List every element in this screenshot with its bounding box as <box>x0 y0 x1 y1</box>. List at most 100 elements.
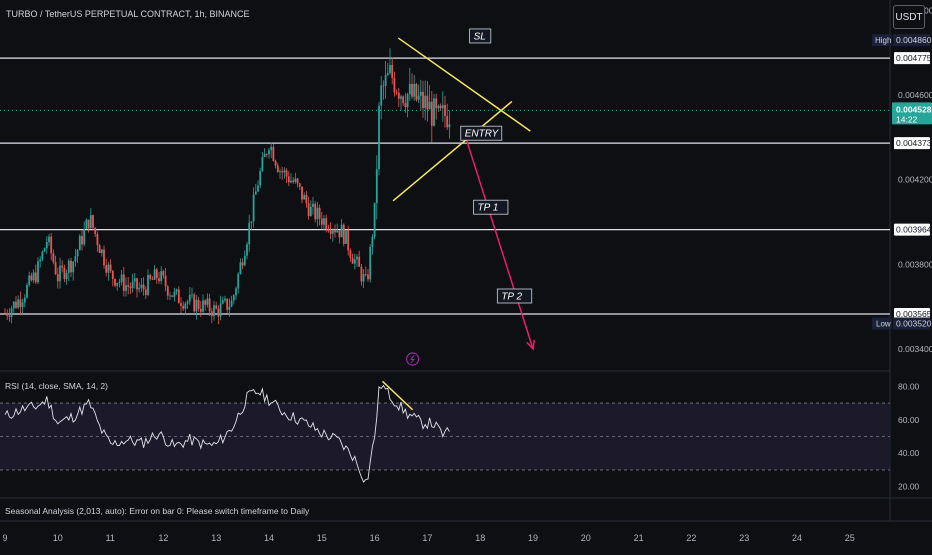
candle-body <box>144 289 147 295</box>
candle-body <box>314 203 317 220</box>
candle-body <box>336 230 339 233</box>
candle-body <box>393 77 396 93</box>
rsi-axis-tick-label: 20.00 <box>898 482 920 492</box>
candle-body <box>52 253 55 263</box>
candle-body <box>430 101 433 126</box>
candle-body <box>331 230 334 234</box>
candle-body <box>340 224 343 238</box>
high-badge-tag <box>872 34 892 47</box>
candle-body <box>59 265 61 282</box>
candle-body <box>296 178 299 184</box>
candle-body <box>45 241 48 249</box>
low-badge-tag <box>872 317 892 330</box>
candle-body <box>320 218 323 225</box>
candle-body <box>283 170 286 173</box>
candle-body <box>166 286 169 296</box>
rsi-label: RSI (14, close, SMA, 14, 2) <box>5 381 108 391</box>
candle-body <box>281 171 284 173</box>
candle-body <box>417 95 420 100</box>
candle-body <box>6 313 9 316</box>
candle-body <box>428 101 431 110</box>
candle-body <box>114 279 116 286</box>
candle-body <box>188 294 191 302</box>
candle-body <box>17 299 20 308</box>
currency-button[interactable]: USDT <box>893 5 925 29</box>
candle-body <box>261 156 264 171</box>
target-arrow-line[interactable] <box>463 132 534 350</box>
candle-body <box>39 259 42 262</box>
lightning-bolt-icon[interactable] <box>406 352 420 366</box>
time-axis-tick-label: 9 <box>3 533 8 543</box>
candle-body <box>109 264 112 271</box>
candle-body <box>158 278 160 282</box>
high-value-label: 0.004860 <box>896 35 932 45</box>
candle-body <box>400 96 402 99</box>
price-axis-tick-label: 0.003400 <box>898 344 932 354</box>
level-price-label: 0.004775 <box>896 53 932 63</box>
annotation-sl-box[interactable] <box>469 28 492 44</box>
candle-body <box>105 265 108 273</box>
candle-body <box>237 273 240 289</box>
candle-body <box>367 274 369 280</box>
candle-body <box>397 92 400 99</box>
candle-body <box>171 295 174 297</box>
time-axis-tick-label: 16 <box>370 533 380 543</box>
annotation-entry-box[interactable] <box>460 125 503 141</box>
candle-body <box>371 236 374 247</box>
candle-body <box>153 269 156 280</box>
candle-body <box>81 236 83 245</box>
candle-body <box>309 206 312 217</box>
candle-body <box>298 183 301 187</box>
low-value-badge <box>893 317 930 330</box>
rsi-divergence-trendline[interactable] <box>382 380 414 411</box>
candle-body <box>274 160 277 166</box>
candle-body <box>89 215 92 229</box>
candle-body <box>415 83 418 100</box>
candle-body <box>290 180 292 183</box>
candle-body <box>219 303 222 317</box>
candle-body <box>347 230 350 251</box>
candle-body <box>279 171 281 173</box>
candle-body <box>199 308 202 312</box>
candle-body <box>226 298 229 310</box>
candle-body <box>375 169 378 203</box>
candle-body <box>287 176 290 183</box>
candle-body <box>56 274 59 282</box>
candle-body <box>100 249 103 254</box>
candle-body <box>116 282 119 286</box>
candle-body <box>149 274 152 279</box>
annotation-tp1-box[interactable] <box>473 199 509 215</box>
candle-body <box>239 262 242 274</box>
indicator-error-text: Seasonal Analysis (2,013, auto): Error o… <box>5 506 310 516</box>
candle-body <box>21 302 24 308</box>
candle-body <box>208 298 211 312</box>
candle-body <box>292 180 295 182</box>
candle-body <box>404 103 407 108</box>
candle-body <box>37 261 39 283</box>
candle-body <box>180 303 182 306</box>
candle-body <box>349 250 352 258</box>
price-axis-tick-label: 0.004200 <box>898 175 932 185</box>
candle-body <box>444 104 446 117</box>
triangle-upper-trendline[interactable] <box>397 37 531 132</box>
annotation-tp2-box[interactable] <box>496 288 533 304</box>
triangle-lower-trendline[interactable] <box>392 100 513 202</box>
candle-body <box>15 301 17 308</box>
candle-body <box>65 272 68 279</box>
candle-body <box>303 194 306 200</box>
level-price-label: 0.004373 <box>896 138 932 148</box>
candle-body <box>426 95 429 110</box>
candle-body <box>259 170 262 186</box>
target-arrow-head <box>526 339 536 351</box>
candle-body <box>215 305 218 309</box>
candle-body <box>448 124 451 128</box>
candle-body <box>210 311 213 317</box>
candle-body <box>120 274 123 282</box>
candle-body <box>250 221 253 223</box>
annotation-tp1: TP 1 <box>478 203 499 214</box>
time-axis-tick-label: 11 <box>106 533 115 543</box>
candle-body <box>191 294 193 296</box>
low-badge-label: Low <box>876 319 891 328</box>
